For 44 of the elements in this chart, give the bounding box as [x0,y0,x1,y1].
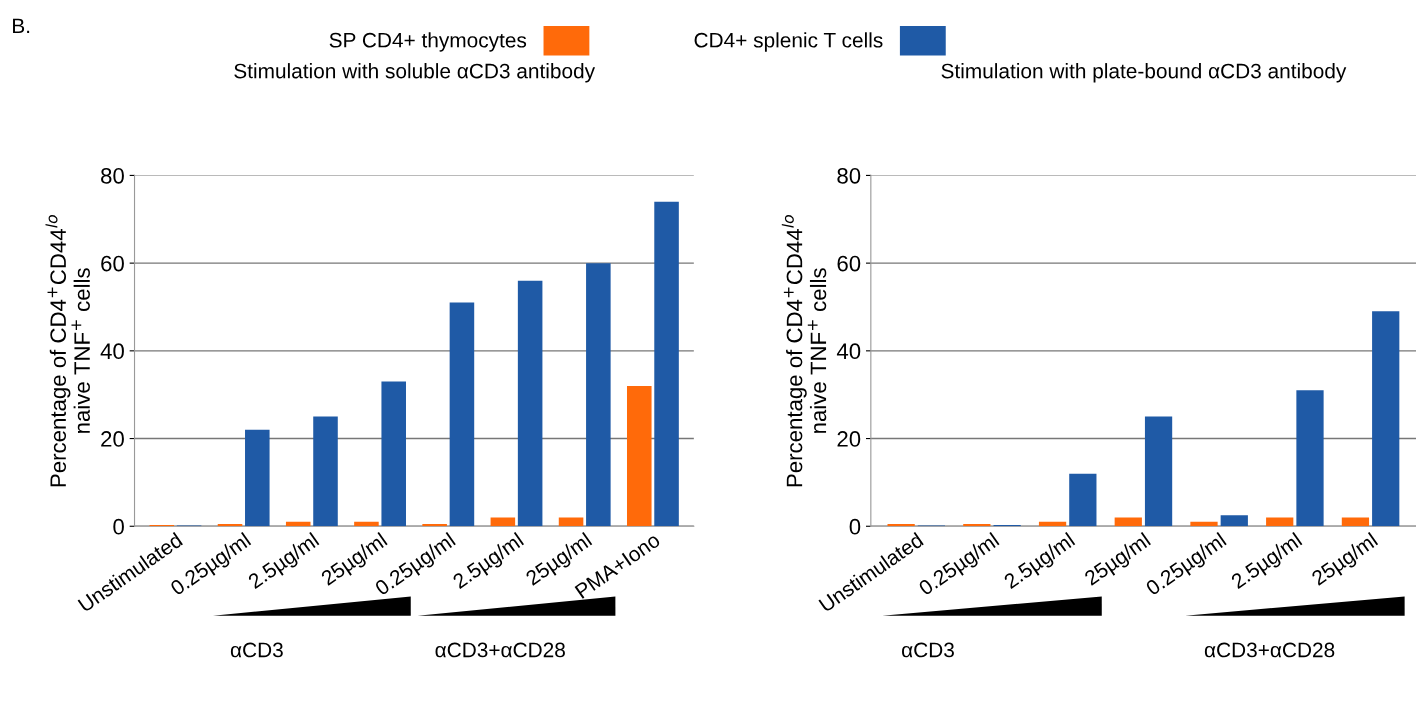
legend-label: SP CD4+ thymocytes [329,32,527,52]
bar [654,201,679,527]
text: B. [13,18,30,33]
y-tick-label: 60 [101,255,124,272]
y-tick-label: 80 [837,167,861,184]
bar [586,263,611,527]
text: αCD3+αCD28 [1204,642,1335,658]
chart-title: Stimulation with plate-bound αCD3 antibody [941,63,1347,83]
bar [1190,521,1218,527]
bar [1220,515,1248,527]
bar [517,280,543,527]
bar [1144,416,1173,527]
y-tick-label: 80 [101,167,124,184]
y-tick-label: 60 [837,255,861,272]
bar [1266,517,1294,527]
text: Percentage of CD4$^{+}$CD44$^{lo}$ naive TNF$^{+}$ cells [45,215,90,487]
bar [449,302,475,527]
bar [1372,311,1400,527]
y-tick-label: 20 [101,431,124,447]
bar [285,521,311,527]
text: αCD3 [230,642,283,658]
bar [381,381,406,527]
chart-title: Stimulation with soluble αCD3 antibody [234,63,596,83]
bar [1341,517,1370,527]
legend-label: CD4+ splenic T cells [694,32,883,52]
bar [1296,390,1324,527]
bar [963,524,991,527]
text: αCD3 [902,642,954,658]
bar [245,429,270,527]
y-tick-label: 40 [836,343,861,360]
bar [1038,521,1067,527]
bar [422,524,447,527]
y-tick-label: 40 [100,343,124,360]
bar [626,385,652,527]
y-tick-label: 20 [837,431,861,447]
bar [1114,517,1142,527]
bar [490,517,516,527]
bar [1069,473,1097,527]
bar [313,416,338,527]
bar [354,521,379,527]
text: Percentage of CD4$^{+}$CD44$^{lo}$ naive TNF$^{+}$ cells [781,215,827,487]
text: αCD3+αCD28 [435,642,565,658]
bar [558,517,584,527]
bar [887,524,915,527]
